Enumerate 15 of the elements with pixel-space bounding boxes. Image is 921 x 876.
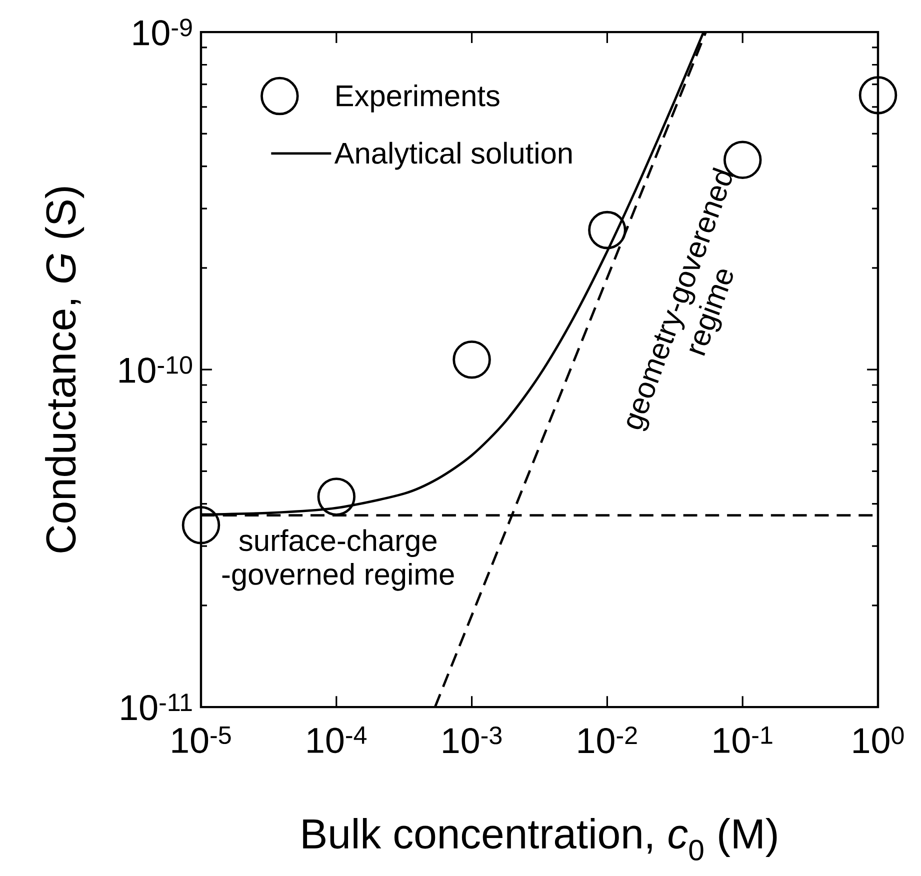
- legend-label: Analytical solution: [334, 142, 572, 170]
- y-tick-label: 10$^{-11}$: [121, 694, 192, 720]
- y-tick-label: 10$^{-10}$: [120, 356, 192, 383]
- x-tick-label: 10$^{-3}$: [443, 726, 502, 754]
- legend-label: Experiments: [336, 84, 500, 112]
- y-axis-title: Conductance, G (S): [45, 187, 84, 552]
- x-tick-label: 10$^{-2}$: [578, 726, 637, 754]
- y-tick-label: 10$^{-9}$: [134, 18, 192, 46]
- x-tick-label: 10$^{0}$: [854, 726, 904, 754]
- annotation: surface-charge: [239, 529, 436, 558]
- x-tick-label: 10$^{-5}$: [172, 726, 231, 754]
- x-axis-title: Bulk concentration, c$_{0}$ (M): [303, 818, 777, 861]
- x-tick-label: 10$^{-1}$: [714, 726, 772, 754]
- annotation: -governed regime: [222, 562, 454, 591]
- x-tick-label: 10$^{-4}$: [308, 726, 367, 754]
